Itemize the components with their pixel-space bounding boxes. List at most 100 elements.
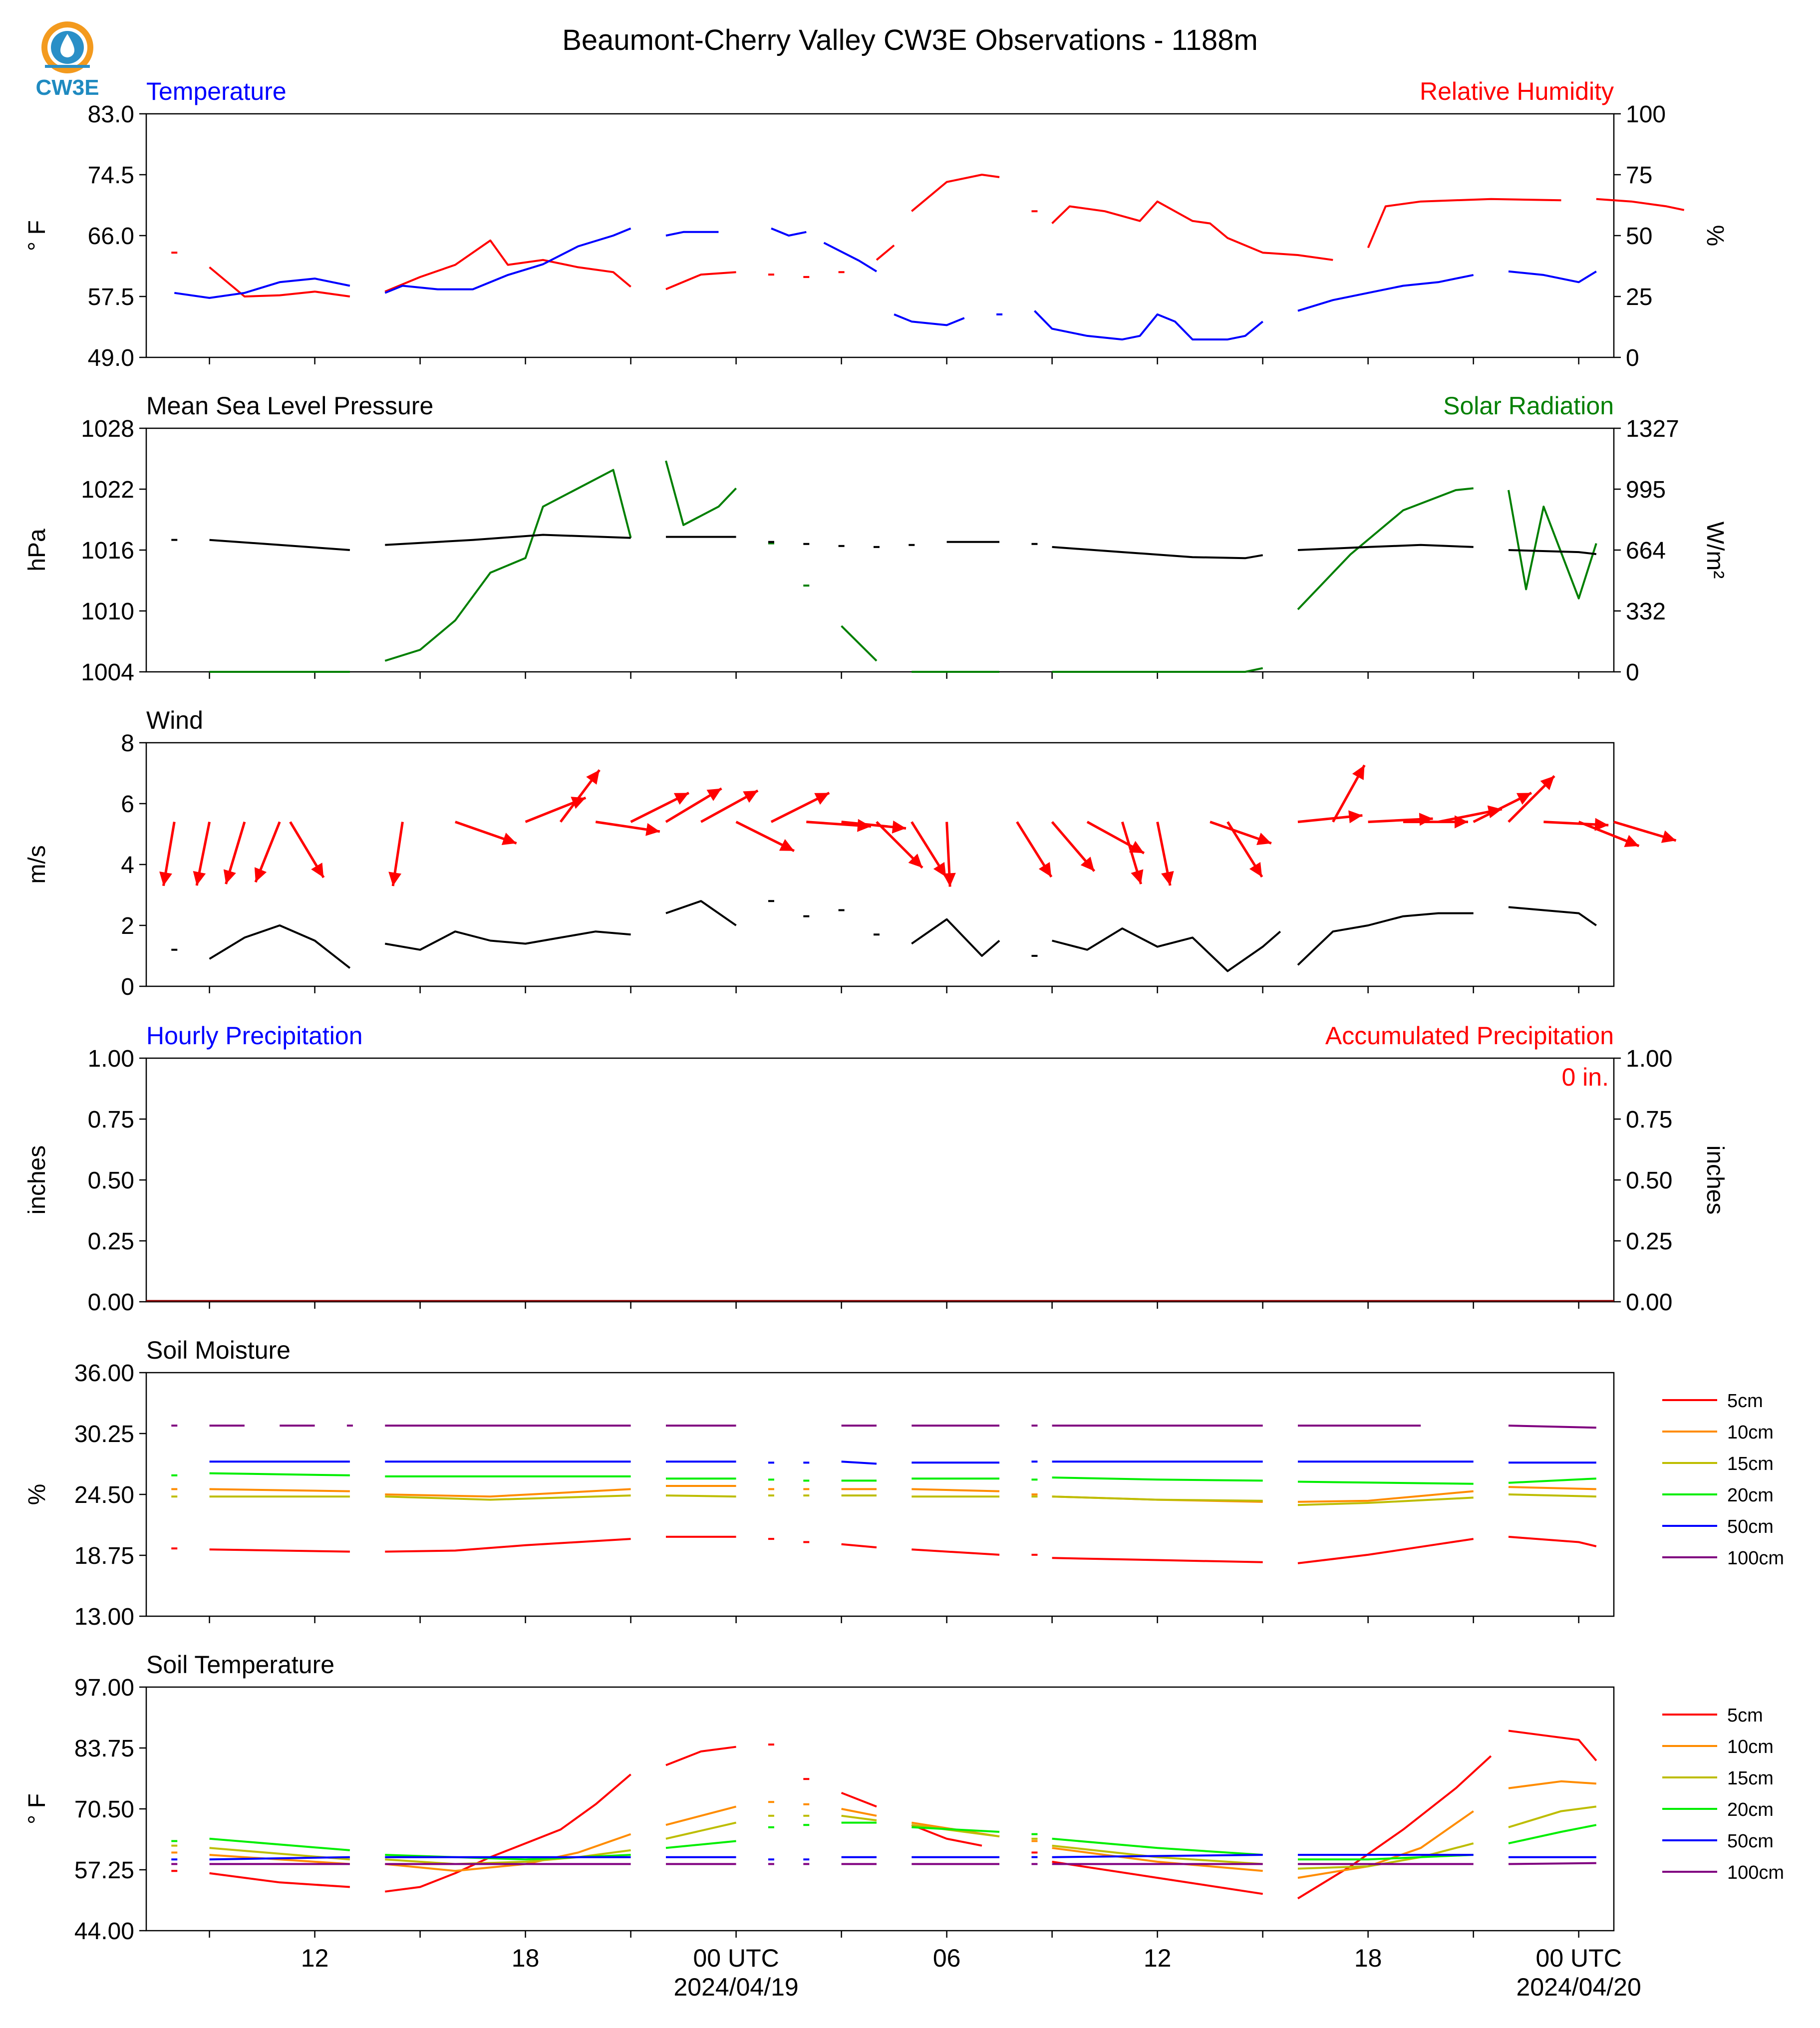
series-line-temperature <box>771 227 807 237</box>
y-tick-label: 2 <box>121 913 134 939</box>
series-line-relative-humidity <box>384 239 631 293</box>
panel-title-left: Wind <box>146 706 203 734</box>
wind-vector-head <box>743 790 758 803</box>
series-line-15cm <box>385 1849 631 1865</box>
y-tick-label: 36.00 <box>74 1360 134 1387</box>
series-line-wind-speed <box>665 900 737 926</box>
wind-vector-head <box>1129 841 1144 854</box>
y-tick-label: 70.50 <box>74 1796 134 1823</box>
x-tick-label: 18 <box>512 1944 540 1972</box>
y-tick-label: 1016 <box>81 538 134 564</box>
series-line-5cm <box>911 1548 1000 1556</box>
y2-tick-label: 50 <box>1626 223 1652 250</box>
y-tick-label: 24.50 <box>74 1482 134 1508</box>
panel-pressure_solar: 1004 1010 1016 1022 1028 0 332 664 995 1327 Mean S… <box>24 392 1728 686</box>
series-line-temperature <box>665 231 719 237</box>
panel-title-left: Temperature <box>146 77 287 105</box>
y-tick-label: 66.0 <box>88 223 134 250</box>
series-line-15cm <box>1052 1844 1263 1865</box>
wind-vector-head <box>388 871 402 886</box>
y-tick-label: 83.75 <box>74 1736 134 1762</box>
series-line-5cm <box>385 1773 631 1893</box>
series-line-5cm <box>1297 1538 1474 1564</box>
series-line-relative-humidity <box>665 271 736 290</box>
y-axis-label: inches <box>24 1146 50 1215</box>
y-tick-label: 0.75 <box>88 1107 134 1133</box>
plot-frame <box>145 1372 1615 1617</box>
series-line-50cm <box>1052 1854 1263 1858</box>
legend-label: 10cm <box>1727 1422 1774 1443</box>
plot-frame <box>145 113 1615 358</box>
wind-vector-head <box>501 833 517 845</box>
series-line-20cm <box>1298 1854 1474 1861</box>
series-line-5cm <box>1508 1535 1597 1547</box>
wind-vector-head <box>1131 869 1144 884</box>
series-line-mean-sea-level-pressure <box>385 534 631 546</box>
legend-label: 20cm <box>1727 1799 1774 1820</box>
plot-frame <box>145 742 1615 987</box>
series-line-solar-radiation <box>1052 667 1263 673</box>
y-axis-label: % <box>24 1484 50 1505</box>
y-axis-label: hPa <box>24 529 50 572</box>
accumulated-total-label: 0 in. <box>1561 1063 1609 1091</box>
wind-vector-head <box>857 819 871 832</box>
y2-tick-label: 0 <box>1626 659 1639 686</box>
series-line-15cm <box>1297 1496 1474 1506</box>
series-line-20cm <box>1052 1837 1263 1856</box>
series-line-20cm <box>1052 1476 1263 1482</box>
y-tick-label: 0.25 <box>88 1228 134 1255</box>
series-line-10cm <box>665 1805 737 1826</box>
wind-vector-head <box>1348 810 1363 824</box>
plot-frame <box>145 1686 1615 1932</box>
series-line-mean-sea-level-pressure <box>1297 544 1474 551</box>
y2-tick-label: 332 <box>1626 598 1666 625</box>
y-tick-label: 1.00 <box>88 1046 134 1072</box>
series-line-wind-speed <box>1297 912 1474 966</box>
series-line-20cm <box>665 1840 736 1849</box>
series-line-10cm <box>209 1854 350 1865</box>
legend-label: 15cm <box>1727 1453 1774 1474</box>
series-line-5cm <box>1508 1730 1597 1761</box>
y2-tick-label: 664 <box>1626 538 1666 564</box>
wind-vector-head <box>933 862 946 877</box>
series-line-temperature <box>894 313 965 326</box>
wind-vector-head <box>779 839 794 851</box>
series-line-relative-humidity <box>1596 198 1685 211</box>
cw3e-logo-icon <box>41 21 93 73</box>
wind-vector-head <box>311 863 324 878</box>
series-line-15cm <box>665 1494 736 1498</box>
x-date-label: 2024/04/19 <box>674 1973 799 2001</box>
series-line-10cm <box>1508 1780 1596 1789</box>
y-axis-label: ° F <box>24 1793 50 1824</box>
wind-vector-head <box>1352 765 1365 780</box>
wind-vector-head <box>586 770 600 785</box>
series-line-wind-speed <box>911 918 1000 957</box>
wind-vector-head <box>254 867 267 882</box>
logo-text: CW3E <box>35 75 99 100</box>
series-line-15cm <box>1508 1805 1597 1828</box>
series-line-20cm <box>209 1472 350 1476</box>
y2-tick-label: 0 <box>1626 345 1639 371</box>
wind-vector-head <box>1249 862 1262 877</box>
series-line-5cm <box>911 1824 982 1847</box>
series-line-relative-humidity <box>1367 198 1561 249</box>
series-line-20cm <box>1508 1824 1597 1845</box>
series-line-wind-speed <box>384 930 631 951</box>
wind-vector-head <box>1419 813 1433 826</box>
series-line-5cm <box>665 1745 736 1766</box>
panel-wind: 0 2 4 6 8 Wind m/s <box>24 706 1677 1000</box>
series-line-10cm <box>841 1808 877 1817</box>
series-line-solar-radiation <box>1508 490 1597 599</box>
plot-frame <box>145 427 1615 673</box>
series-line-temperature <box>384 227 631 294</box>
series-line-5cm <box>841 1543 877 1549</box>
y-tick-label: 13.00 <box>74 1604 134 1630</box>
wind-vector-head <box>1080 857 1095 871</box>
series-line-temperature <box>1297 274 1474 312</box>
series-line-mean-sea-level-pressure <box>1052 546 1263 560</box>
x-tick-label: 00 UTC <box>693 1944 779 1972</box>
legend-label: 20cm <box>1727 1485 1774 1506</box>
series-line-5cm <box>209 1548 350 1553</box>
series-line-10cm <box>1297 1810 1474 1879</box>
y-axis-label: ° F <box>24 220 50 251</box>
